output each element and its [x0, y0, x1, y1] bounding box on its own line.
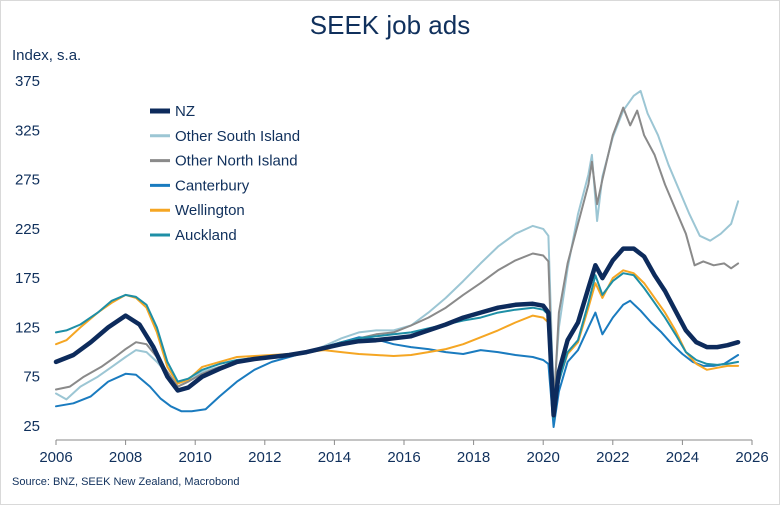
series-line-wellington	[55, 269, 740, 418]
y-tick-label: 275	[15, 172, 40, 189]
x-tick-label: 2024	[666, 449, 699, 466]
legend-label: Other South Island	[175, 128, 300, 145]
source-note: Source: BNZ, SEEK New Zealand, Macrobond	[12, 476, 240, 488]
y-tick-label: 175	[15, 270, 40, 287]
series-line-other-north-island	[55, 106, 740, 413]
legend-label: Other North Island	[175, 153, 298, 170]
series-line-canterbury	[55, 299, 740, 428]
y-tick-label: 375	[15, 73, 40, 90]
series-line-nz	[53, 246, 741, 418]
y-axis-label: Index, s.a.	[12, 47, 82, 64]
y-tick-label: 75	[23, 369, 40, 386]
legend-label: NZ	[175, 103, 195, 120]
y-tick-label: 125	[15, 319, 40, 336]
x-tick-label: 2014	[318, 449, 351, 466]
legend: NZ Other South Island Other North Island Ca…	[150, 103, 300, 244]
series-lines	[53, 89, 741, 428]
chart-title: SEEK job ads	[309, 10, 471, 40]
legend-label: Auckland	[175, 227, 237, 244]
legend-label: Wellington	[175, 202, 245, 219]
x-tick-label: 2026	[735, 449, 768, 466]
y-tick-label: 225	[15, 221, 40, 238]
x-tick-label: 2006	[39, 449, 72, 466]
x-tick-label: 2008	[109, 449, 142, 466]
y-tick-label: 25	[23, 418, 40, 435]
x-tick-label: 2020	[527, 449, 560, 466]
y-tick-label: 325	[15, 122, 40, 139]
x-tick-label: 2010	[179, 449, 212, 466]
x-tick-label: 2022	[596, 449, 629, 466]
legend-label: Canterbury	[175, 177, 250, 194]
x-tick-label: 2012	[248, 449, 281, 466]
x-tick-label: 2016	[387, 449, 420, 466]
axes: 2006 2008 2010 2012 2014 2016 2018 2020 2022 2024…	[15, 73, 769, 466]
x-tick-label: 2018	[457, 449, 490, 466]
